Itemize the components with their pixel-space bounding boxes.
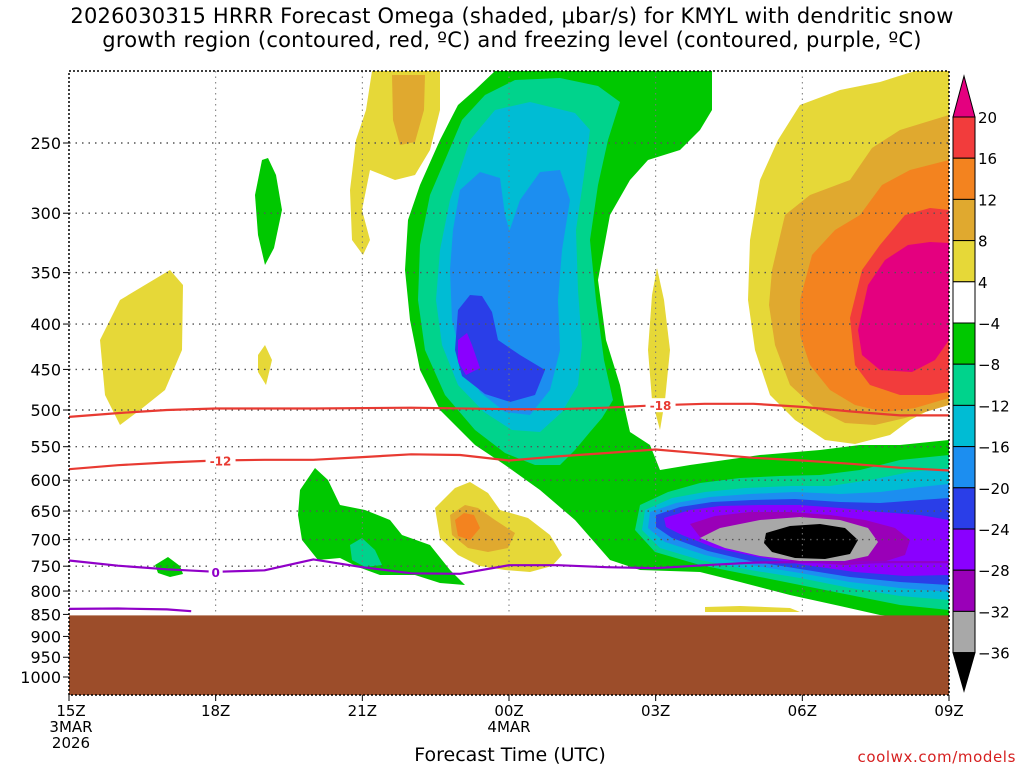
chart-title: 2026030315 HRRR Forecast Omega (shaded, …: [0, 4, 1024, 52]
omega-pos-4-8-region: [705, 606, 800, 612]
omega-pos-4-8-region: [648, 268, 670, 430]
x-tick-label: 21Z: [348, 702, 377, 720]
x-tick-label: 06Z: [788, 702, 817, 720]
x-tick-label: 15Z: [56, 702, 85, 720]
colorbar-tick-label: −24: [978, 521, 1010, 539]
omega-neg-4-8-region: [155, 557, 183, 577]
colorbar-tick-label: −4: [978, 315, 1000, 333]
x-tick-label: 4MAR: [487, 718, 530, 736]
colorbar-tick-label: −12: [978, 397, 1010, 415]
colorbar-band: [952, 363, 976, 406]
omega-neg-4-8-region: [255, 158, 282, 265]
colorbar-tick-label: 16: [978, 150, 997, 168]
colorbar-tick-label: −28: [978, 562, 1010, 580]
y-tick-label: 1000: [20, 668, 61, 687]
omega-pos-gt-20-region: [858, 242, 949, 372]
x-tick-label: 2026: [52, 734, 90, 752]
colorbar-band: [952, 610, 976, 654]
y-tick-label: 800: [30, 582, 61, 601]
colorbar-band: [952, 322, 976, 365]
y-tick-label: 550: [30, 438, 61, 457]
omega-pos-12-16-region: [455, 513, 480, 540]
omega-neg-lt-36-region: [764, 524, 858, 559]
x-axis-label: Forecast Time (UTC): [414, 744, 606, 766]
colorbar-top-arrow: [952, 74, 976, 118]
colorbar-tick-label: −32: [978, 603, 1010, 621]
colorbar-band: [952, 198, 976, 242]
colorbar-band: [952, 281, 976, 324]
y-tick-label: 850: [30, 605, 61, 624]
y-axis: 250 300 350 400 450 500 550 600 650 700 750 800 850 9…: [20, 134, 69, 687]
credit-link[interactable]: coolwx.com/models: [857, 748, 1016, 766]
colorbar-band: [952, 116, 976, 159]
y-tick-label: 300: [30, 204, 61, 223]
omega-neg-24-28-region: [458, 333, 480, 375]
terrain-below-ground: [69, 615, 949, 695]
colorbar: 20 16 12 8 4 −4 −8 −12 −16 −20 −24 −28 −32 −36: [952, 74, 1010, 693]
omega-pos-4-8-region: [258, 345, 272, 385]
colorbar-band: [952, 240, 976, 283]
omega-neg-8-12-region: [350, 538, 382, 567]
colorbar-band: [952, 487, 976, 530]
colorbar-band: [952, 569, 976, 612]
colorbar-tick-label: −8: [978, 356, 1000, 374]
y-tick-label: 750: [30, 557, 61, 576]
contour-label-background: [645, 398, 676, 413]
x-tick-label: 09Z: [934, 702, 963, 720]
colorbar-tick-label: 4: [978, 274, 988, 292]
x-tick-label: 3MAR: [49, 718, 92, 736]
y-tick-label: 950: [30, 648, 61, 667]
y-tick-label: 900: [30, 627, 61, 646]
colorbar-tick-label: 8: [978, 233, 988, 251]
chart-title-line-1: 2026030315 HRRR Forecast Omega (shaded, …: [70, 4, 954, 28]
contour-label: -12: [210, 454, 232, 468]
omega-neg-20-24-region: [455, 295, 545, 402]
contour-label-background: [208, 564, 223, 579]
x-tick-label: 03Z: [641, 702, 670, 720]
colorbar-band: [952, 157, 976, 200]
contour-lines: -18 -12 0: [69, 398, 949, 613]
chart-title-line-2: growth region (contoured, red, ºC) and f…: [102, 28, 922, 52]
colorbar-tick-label: 12: [978, 191, 997, 209]
contour-label-background: [205, 453, 236, 468]
colorbar-tick-label: −16: [978, 439, 1010, 457]
gridlines: [69, 71, 949, 613]
colorbar-band: [952, 404, 976, 448]
contour-line: [69, 607, 192, 613]
contour-label: 0: [211, 566, 219, 580]
colorbar-tick-label: 20: [978, 109, 997, 127]
omega-shading: [100, 71, 949, 620]
x-tick-label: 18Z: [201, 702, 230, 720]
y-tick-label: 400: [30, 315, 61, 334]
omega-pos-8-12-region: [392, 75, 425, 145]
y-tick-label: 650: [30, 502, 61, 521]
y-tick-label: 250: [30, 134, 61, 153]
colorbar-tick-label: −20: [978, 480, 1010, 498]
omega-neg-4-8-region: [298, 468, 465, 585]
y-tick-label: 700: [30, 531, 61, 550]
omega-pos-4-8-region: [100, 270, 183, 425]
y-tick-label: 500: [30, 401, 61, 420]
contour-label: -18: [650, 399, 672, 413]
colorbar-tick-label: −36: [978, 645, 1010, 663]
y-tick-label: 350: [30, 264, 61, 283]
contour-line: [69, 402, 949, 418]
x-tick-label: 00Z: [494, 702, 523, 720]
y-tick-label: 450: [30, 360, 61, 379]
colorbar-band: [952, 528, 976, 571]
colorbar-bottom-arrow: [952, 652, 976, 693]
colorbar-band: [952, 446, 976, 489]
y-tick-label: 600: [30, 471, 61, 490]
